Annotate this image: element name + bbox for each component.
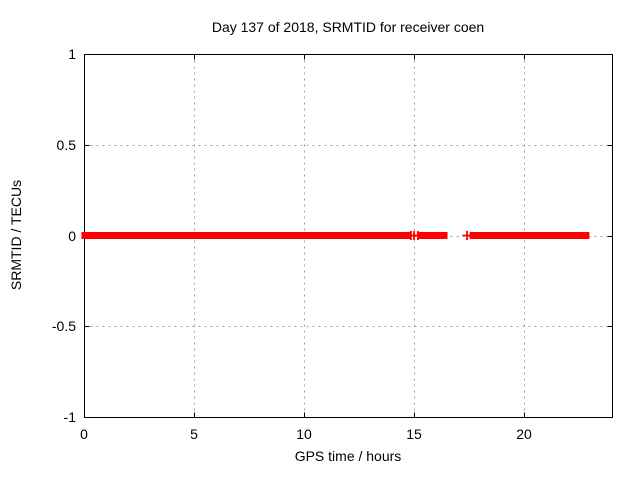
data-segment <box>81 232 114 239</box>
y-tick-label: 1 <box>68 46 76 62</box>
data-segment <box>469 232 590 239</box>
y-tick-label: 0.5 <box>56 136 76 153</box>
y-tick-label: 0 <box>68 227 76 244</box>
x-tick-label: 5 <box>190 426 198 442</box>
x-axis-label: GPS time / hours <box>294 448 402 464</box>
data-segment <box>117 232 411 239</box>
data-segment <box>110 232 120 239</box>
x-tick-label: 0 <box>80 426 88 442</box>
y-tick-label: -1 <box>63 409 76 425</box>
x-tick-label: 15 <box>406 426 422 442</box>
chart-title: Day 137 of 2018, SRMTID for receiver coe… <box>211 19 485 35</box>
x-tick-label: 10 <box>296 426 312 442</box>
data-point-plus <box>413 231 423 240</box>
data-segment <box>418 232 448 239</box>
data-point-plus <box>462 231 472 240</box>
x-tick-label: 20 <box>516 426 532 442</box>
y-tick-label: -0.5 <box>51 318 76 335</box>
